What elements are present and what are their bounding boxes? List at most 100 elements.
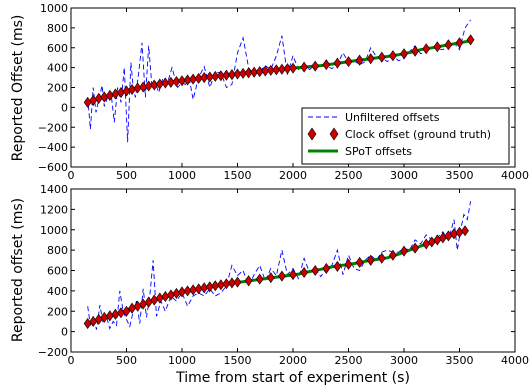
bottom-x-tick-label: 3500 <box>446 354 474 367</box>
bottom-x-tick-label: 1000 <box>168 354 196 367</box>
top-x-tick-label: 0 <box>68 169 75 182</box>
bottom-y-tick-label: 600 <box>47 265 68 278</box>
top-clock-marker <box>400 48 408 60</box>
top-y-tick-label: −200 <box>38 121 68 134</box>
bottom-clock-marker <box>377 252 386 264</box>
bottom-clock-marker <box>389 249 397 261</box>
top-clock-marker <box>261 65 270 77</box>
bottom-y-tick-label: 400 <box>47 285 68 298</box>
top-x-tick-label: 1500 <box>224 169 252 182</box>
bottom-y-tick-label: 800 <box>47 244 68 257</box>
top-x-tick-label: 3000 <box>390 169 418 182</box>
bottom-clock-marker <box>461 225 469 237</box>
bottom-y-tick-label: 1400 <box>40 183 68 196</box>
top-clock-marker <box>377 51 386 63</box>
legend-clock-label: Clock offset (ground truth) <box>345 128 491 141</box>
bottom-x-tick-label: 2500 <box>335 354 363 367</box>
bottom-clock-marker <box>333 260 342 272</box>
top-clock-marker <box>455 37 464 49</box>
top-x-tick-label: 1000 <box>168 169 196 182</box>
bottom-clock-marker <box>366 254 375 266</box>
bottom-clock-marker <box>233 276 242 288</box>
top-clock-marker <box>355 54 364 66</box>
bottom-x-tick-label: 3000 <box>390 354 418 367</box>
top-y-tick-label: −600 <box>38 161 68 174</box>
bottom-clock-marker <box>322 262 331 274</box>
top-clock-marker <box>344 56 353 68</box>
bottom-clock-marker <box>289 269 297 281</box>
legend-unfiltered-label: Unfiltered offsets <box>345 111 440 124</box>
bottom-clock-marker <box>400 245 408 257</box>
top-clock-marker <box>422 43 431 55</box>
top-x-tick-label: 3500 <box>446 169 474 182</box>
top-x-ticks: 0 500 1000 1500 2000 2500 3000 3500 4000 <box>68 8 529 182</box>
top-clock-marker <box>278 63 286 75</box>
bottom-y-tick-label: 0 <box>61 326 68 339</box>
bottom-clock-marker <box>311 264 320 277</box>
top-y-axis-title: Reported Offset (ms) <box>10 15 26 162</box>
bottom-clock-marker <box>411 242 419 254</box>
bottom-x-tick-label: 500 <box>116 354 137 367</box>
x-axis-title: Time from start of experiment (s) <box>175 370 410 386</box>
bottom-clock-marker <box>300 267 308 279</box>
top-clock-marker <box>411 45 419 57</box>
top-clock-marker <box>389 50 397 62</box>
top-clock-marker <box>239 67 247 79</box>
top-y-tick-label: −400 <box>38 141 68 154</box>
bottom-panel: 0 500 1000 1500 2000 2500 3000 3500 4000 −200020… <box>10 183 529 386</box>
bottom-clock-marker <box>255 273 264 285</box>
top-clock-marker <box>216 70 225 82</box>
top-x-tick-label: 4000 <box>501 169 529 182</box>
top-clock-marker <box>250 66 259 78</box>
bottom-plot-content <box>83 201 472 330</box>
top-clock-marker <box>228 69 236 81</box>
bottom-x-tick-label: 0 <box>68 354 75 367</box>
top-y-tick-label: 600 <box>47 42 68 55</box>
top-clock-marker <box>466 34 475 46</box>
bottom-y-tick-label: 1000 <box>40 224 68 237</box>
bottom-clock-marker <box>355 256 364 268</box>
top-clock-marker <box>433 41 442 53</box>
bottom-clock-marker <box>344 258 353 270</box>
top-y-tick-label: 0 <box>61 101 68 114</box>
top-y-tick-label: 400 <box>47 62 68 75</box>
top-x-tick-label: 500 <box>116 169 137 182</box>
bottom-clock-marker <box>244 275 253 287</box>
top-x-tick-label: 2500 <box>335 169 363 182</box>
top-clock-marker <box>205 71 214 83</box>
top-clock-marker <box>161 77 170 89</box>
top-clock-marker <box>222 69 231 81</box>
top-y-tick-label: 800 <box>47 22 68 35</box>
bottom-y-tick-label: −200 <box>38 346 68 359</box>
bottom-y-ticks: −200 0 200 400 600 800 1000 1200 1400 <box>38 183 515 359</box>
top-clock-marker <box>333 57 342 69</box>
bottom-y-tick-label: 200 <box>47 305 68 318</box>
top-unfiltered-line <box>87 19 471 143</box>
top-clock-marker <box>366 53 375 65</box>
top-clock-marker <box>233 68 242 80</box>
top-x-tick-label: 2000 <box>279 169 307 182</box>
top-clock-marker <box>266 64 275 76</box>
bottom-clock-marker <box>266 272 275 284</box>
legend-spot-label: SPoT offsets <box>345 145 412 158</box>
bottom-x-tick-label: 2000 <box>279 354 307 367</box>
legend: Unfiltered offsets Clock offset (ground … <box>301 107 510 165</box>
top-clock-marker <box>211 70 220 82</box>
top-clock-marker <box>311 60 320 72</box>
top-clock-marker <box>283 63 292 75</box>
top-clock-marker <box>255 66 264 78</box>
top-clock-marker <box>300 61 308 73</box>
top-clock-marker <box>272 64 281 76</box>
bottom-y-axis-title: Reported offset (ms) <box>10 198 26 342</box>
bottom-x-tick-label: 1500 <box>224 354 252 367</box>
top-plot-content <box>83 19 475 143</box>
top-clock-marker <box>289 62 297 74</box>
top-y-tick-label: 200 <box>47 82 68 95</box>
top-y-ticks: −600 −400 −200 0 200 400 600 800 1000 <box>38 2 515 174</box>
legend-clock-marker-2 <box>329 127 339 141</box>
legend-clock-marker-1 <box>307 127 317 141</box>
top-clock-marker <box>322 59 331 71</box>
bottom-x-ticks: 0 500 1000 1500 2000 2500 3000 3500 4000 <box>68 189 529 367</box>
bottom-x-tick-label: 4000 <box>501 354 529 367</box>
bottom-clock-marker <box>122 305 131 317</box>
